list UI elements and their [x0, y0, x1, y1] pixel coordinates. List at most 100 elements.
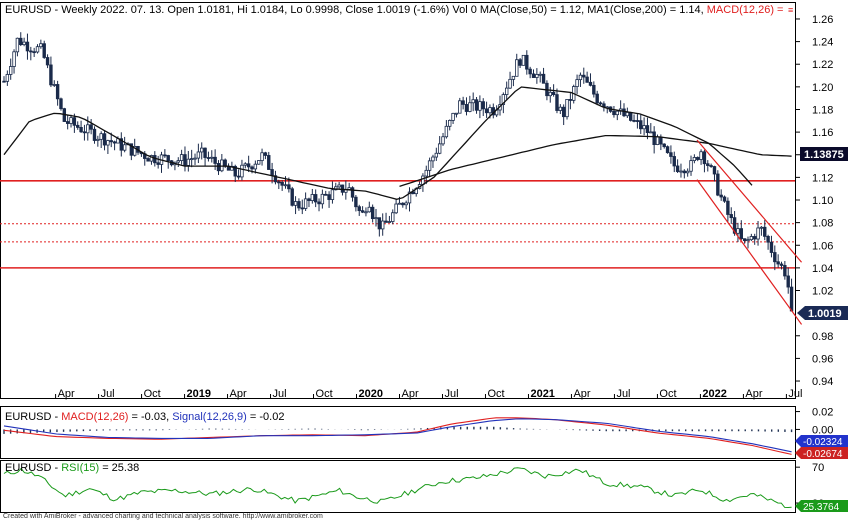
support-resistance-lines [0, 179, 795, 269]
y-tick-label: 1.10 [812, 195, 833, 207]
x-tick-label: Apr [230, 388, 247, 400]
candle-body [535, 74, 539, 78]
candle-body [763, 226, 767, 237]
candle-body [451, 112, 455, 121]
y-tick-label: 1.22 [812, 59, 833, 71]
candle-body [313, 194, 318, 203]
candle-body [166, 155, 170, 162]
candle-body [515, 59, 519, 77]
candle-body [213, 156, 217, 164]
candle-body [119, 138, 123, 151]
rsi-value-tag: 25.3764 [795, 500, 848, 513]
candle-body [699, 151, 703, 160]
candle-body [783, 265, 787, 277]
candle-body [712, 166, 717, 175]
candle-body [655, 136, 660, 146]
candle-body [5, 74, 10, 82]
candle-body [525, 54, 529, 70]
candle-body [69, 117, 73, 124]
candle-body [722, 196, 727, 202]
candle-body [518, 59, 522, 66]
candle-body [240, 164, 244, 178]
x-tick-label: Oct [487, 388, 504, 400]
candle-body [501, 94, 506, 105]
x-tick-label: Jul [616, 388, 630, 400]
candle-body [293, 201, 298, 206]
candle-body [424, 169, 428, 177]
panel-frame [0, 2, 796, 399]
candle-body [682, 170, 687, 174]
y-tick-label: 1.24 [812, 37, 833, 49]
macd-y-axis: 0.02 0.00 [795, 407, 833, 436]
x-tick-label: Apr [58, 388, 75, 400]
candle-body [471, 99, 475, 104]
candle-body [186, 158, 191, 166]
channel-line [696, 179, 803, 325]
ma-50-line [3, 86, 753, 200]
candle-body [253, 163, 258, 170]
y-tick-label: 1.12 [812, 172, 833, 184]
candle-body [458, 100, 462, 114]
y-tick-label: 1.20 [812, 82, 833, 94]
candle-body [719, 194, 723, 198]
svg-text:-0.02324: -0.02324 [803, 437, 843, 448]
candle-body [310, 194, 315, 202]
candle-body [551, 91, 556, 95]
x-tick-label: Jul [273, 388, 287, 400]
candle-body [129, 143, 134, 156]
candle-body [749, 236, 754, 241]
candle-body [45, 57, 50, 66]
candle-body [283, 184, 288, 187]
y-tick-label: 1.04 [812, 263, 833, 275]
candle-body [696, 157, 700, 160]
y-tick-label: 1.08 [812, 218, 833, 230]
y-tick-label: 0.94 [812, 376, 833, 388]
candle-body [789, 286, 794, 312]
candle-body [367, 206, 371, 213]
candle-body [233, 165, 237, 177]
candle-body [89, 124, 93, 130]
candle-body [337, 184, 341, 188]
candle-body [481, 101, 485, 110]
y-tick-label: 0.00 [812, 424, 833, 436]
macd-histogram [3, 426, 793, 434]
candle-body [32, 51, 36, 54]
candle-body [669, 152, 673, 157]
candle-body [79, 127, 83, 133]
candle-body [260, 152, 264, 161]
candle-body [464, 104, 469, 112]
candle-body [270, 169, 274, 177]
candle-body [210, 156, 214, 159]
candle-body [236, 175, 241, 178]
candle-body [391, 212, 395, 222]
candle-body [200, 147, 204, 153]
y-tick-label: 70 [812, 462, 824, 474]
candle-body [350, 187, 355, 198]
candle-body [9, 66, 13, 75]
candle-body [739, 228, 743, 240]
candle-body [632, 120, 636, 122]
candle-body [752, 236, 757, 240]
candle-body [662, 143, 666, 148]
y-tick-label: 0.02 [812, 407, 833, 419]
candle-body [324, 193, 328, 196]
candle-body [407, 191, 412, 204]
price-y-axis: 1.261.241.221.201.181.161.141.121.101.08… [795, 14, 833, 388]
candle-body [49, 64, 53, 86]
candle-body [541, 73, 546, 84]
candle-body [565, 99, 569, 118]
candle-body [243, 163, 247, 166]
candle-body [257, 160, 261, 165]
candle-body [773, 252, 777, 263]
rsi-label: EURUSD - RSI(15) = 25.38 [5, 462, 139, 474]
candle-body [65, 121, 70, 124]
candle-body [55, 84, 60, 100]
candle-body [431, 156, 435, 162]
candle-body [511, 75, 516, 80]
candle-body [374, 217, 378, 220]
candle-body [354, 196, 358, 208]
candle-body [548, 91, 552, 97]
candle-body [726, 200, 730, 215]
ma-200-line [399, 134, 792, 188]
candle-body [558, 106, 563, 111]
